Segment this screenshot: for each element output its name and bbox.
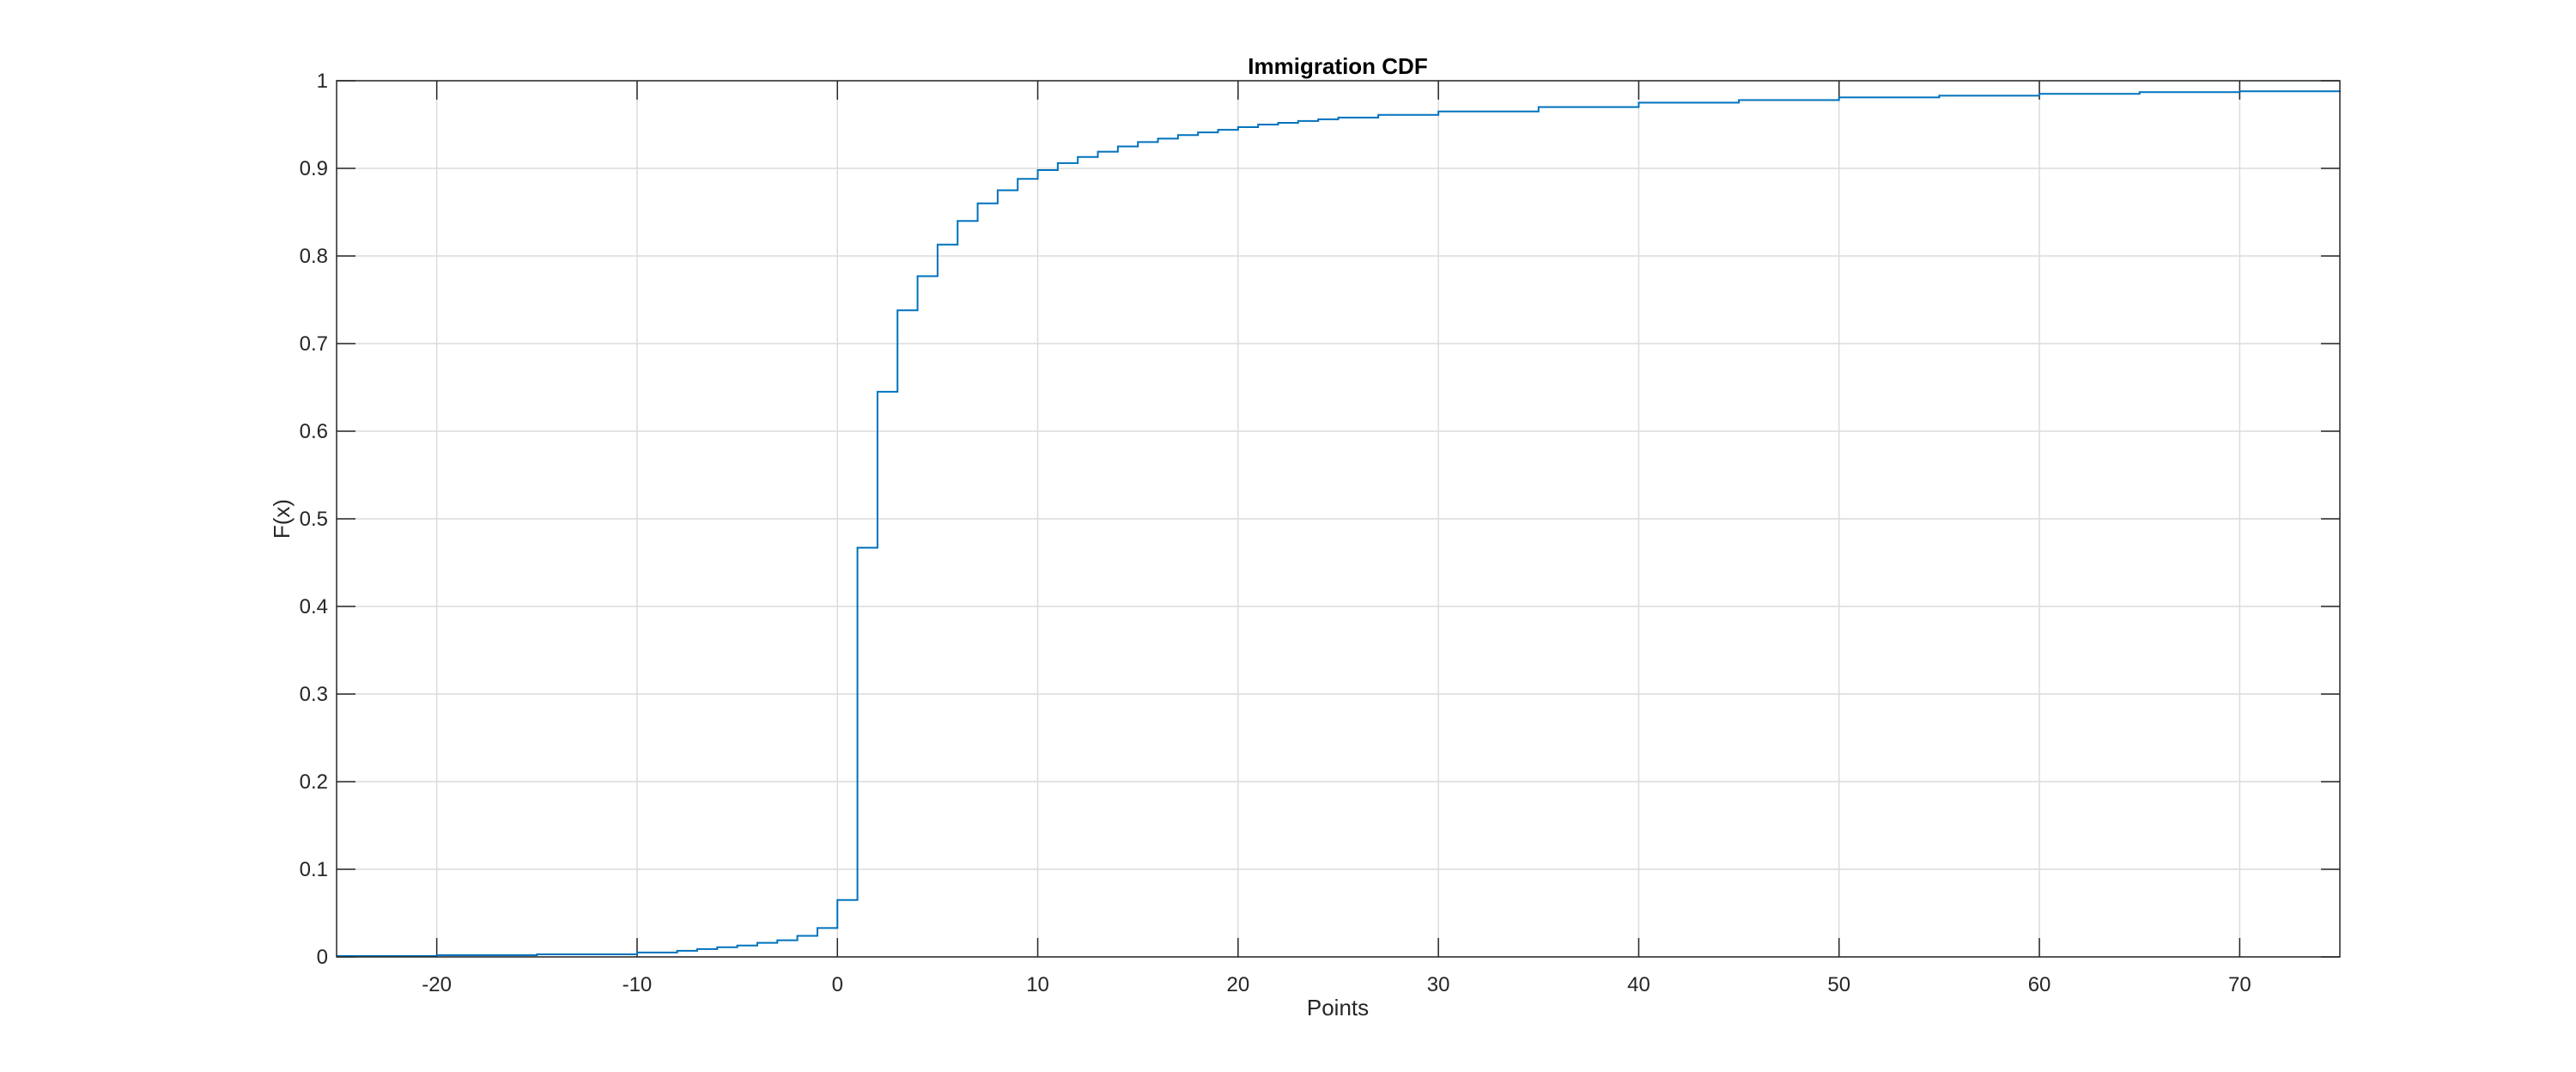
x-axis-title: Points — [1307, 995, 1369, 1020]
x-tick-label: 30 — [1427, 973, 1450, 996]
y-tick-label: 0.6 — [300, 420, 328, 443]
axes-box — [336, 80, 2341, 958]
y-axis-title: F(x) — [269, 499, 295, 539]
y-tick-label: 1 — [317, 70, 328, 93]
x-tick-label: -20 — [422, 973, 452, 996]
y-tick-label: 0.2 — [300, 770, 328, 794]
x-tick-label: 70 — [2228, 973, 2251, 996]
y-tick-label: 0.9 — [300, 157, 328, 180]
y-tick-label: 0.5 — [300, 508, 328, 531]
x-tick-label: -10 — [623, 973, 653, 996]
cdf-step-line — [337, 90, 2341, 957]
y-tick-labels: 0 0.1 0.2 0.3 0.4 0.5 0.6 0.7 0.8 0.9 1 — [300, 70, 328, 969]
x-tick-label: 40 — [1627, 973, 1650, 996]
y-tick-label: 0.3 — [300, 683, 328, 706]
y-tick-label: 0 — [317, 946, 328, 969]
x-tick-label: 20 — [1226, 973, 1249, 996]
x-tick-label: 0 — [832, 973, 843, 996]
y-tick-label: 0.4 — [300, 595, 328, 618]
chart-title: Immigration CDF — [1248, 53, 1427, 79]
y-tick-label: 0.1 — [300, 858, 328, 881]
x-tick-label: 10 — [1026, 973, 1049, 996]
x-tick-labels: -20 -10 0 10 20 30 40 50 60 70 — [422, 973, 2251, 996]
x-tick-label: 60 — [2028, 973, 2051, 996]
y-tick-label: 0.7 — [300, 332, 328, 356]
x-tick-label: 50 — [1827, 973, 1850, 996]
y-tick-label: 0.8 — [300, 245, 328, 268]
